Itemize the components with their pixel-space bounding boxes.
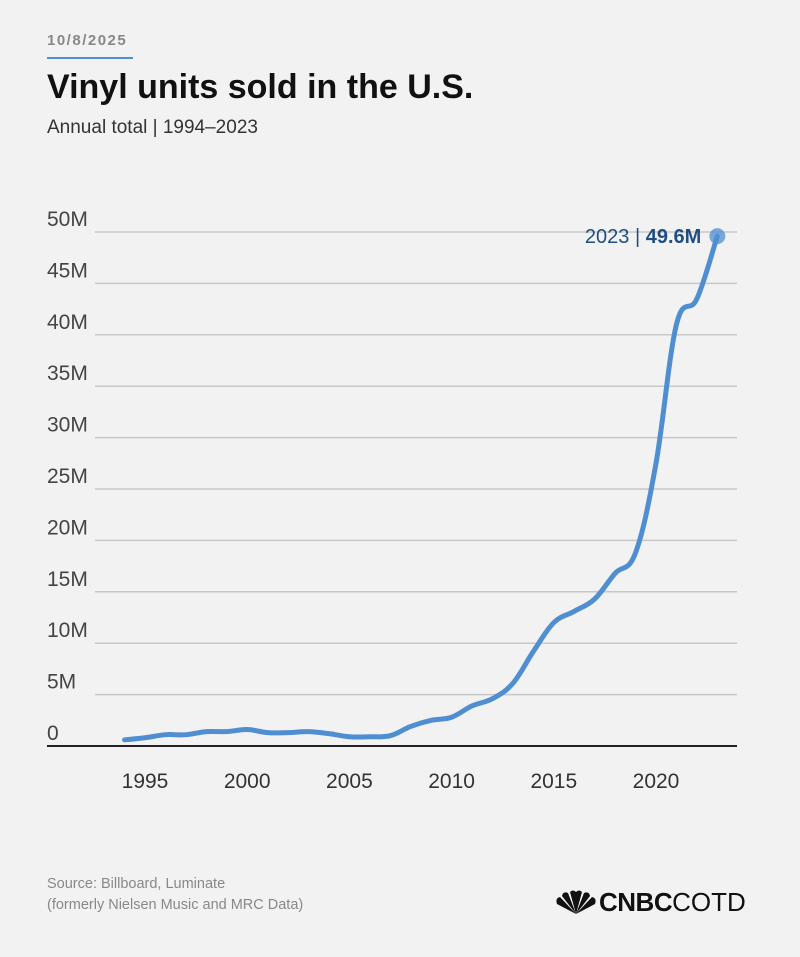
annotation-value: 49.6M bbox=[646, 226, 702, 248]
date-underline bbox=[47, 57, 133, 59]
x-tick-label: 2010 bbox=[428, 770, 475, 793]
chart-subtitle: Annual total | 1994–2023 bbox=[47, 117, 258, 138]
annotation-year: 2023 bbox=[585, 226, 635, 248]
x-axis-labels: 1995 2000 2005 2010 2015 2020 bbox=[122, 770, 680, 793]
line-chart: 0 5M 10M 15M 20M 25M 30M 35M 40M 45M 50M 1995 2000 2… bbox=[47, 208, 737, 793]
y-tick-label: 30M bbox=[47, 414, 88, 437]
y-tick-label: 25M bbox=[47, 465, 88, 488]
logo-cotd: COTD bbox=[672, 887, 746, 917]
y-tick-label: 45M bbox=[47, 259, 88, 282]
series-line bbox=[122, 233, 720, 743]
y-tick-label: 20M bbox=[47, 516, 88, 539]
y-tick-label: 0 bbox=[47, 722, 59, 745]
x-tick-label: 1995 bbox=[122, 770, 169, 793]
y-tick-label: 10M bbox=[47, 619, 88, 642]
grid-lines bbox=[47, 231, 737, 747]
source-line-2: (formerly Nielsen Music and MRC Data) bbox=[47, 897, 304, 913]
peacock-icon bbox=[556, 890, 596, 914]
chart-title: Vinyl units sold in the U.S. bbox=[47, 68, 474, 106]
y-tick-label: 50M bbox=[47, 208, 88, 231]
y-tick-label: 35M bbox=[47, 362, 88, 385]
x-tick-label: 2000 bbox=[224, 770, 271, 793]
y-tick-label: 15M bbox=[47, 568, 88, 591]
endpoint-marker bbox=[709, 228, 726, 245]
source-line-1: Source: Billboard, Luminate bbox=[47, 876, 226, 892]
annotation-separator: | bbox=[635, 226, 646, 248]
x-tick-label: 2015 bbox=[530, 770, 577, 793]
y-tick-label: 5M bbox=[47, 671, 76, 694]
logo-cnbc: CNBC bbox=[599, 887, 673, 917]
x-tick-label: 2020 bbox=[633, 770, 680, 793]
cnbc-cotd-logo: CNBC COTD bbox=[553, 887, 746, 918]
source-note: Source: Billboard, Luminate (formerly Ni… bbox=[47, 874, 303, 916]
endpoint-annotation: 2023 | 49.6M bbox=[585, 226, 701, 248]
y-axis-labels: 0 5M 10M 15M 20M 25M 30M 35M 40M 45M 50M bbox=[47, 208, 88, 745]
x-tick-label: 2005 bbox=[326, 770, 373, 793]
date-label: 10/8/2025 bbox=[47, 32, 128, 49]
y-tick-label: 40M bbox=[47, 311, 88, 334]
